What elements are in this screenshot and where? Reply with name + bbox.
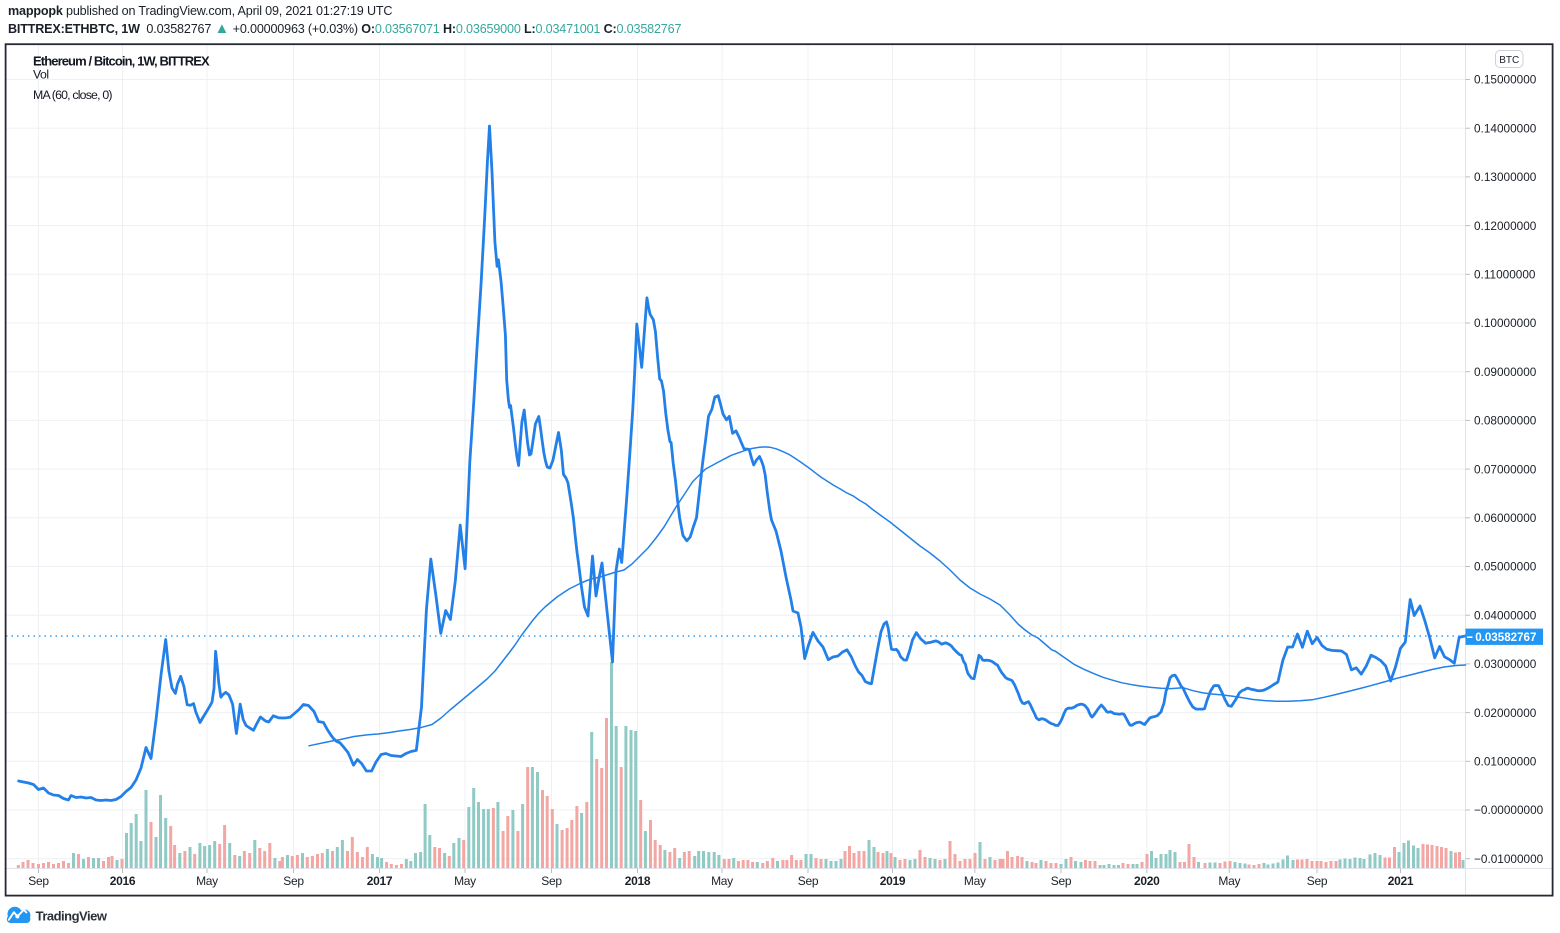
- svg-text:0.04000000: 0.04000000: [1474, 608, 1537, 622]
- svg-text:0.07000000: 0.07000000: [1474, 462, 1537, 476]
- svg-text:0.05000000: 0.05000000: [1474, 560, 1537, 574]
- svg-text:May: May: [454, 874, 476, 888]
- svg-text:2020: 2020: [1134, 874, 1160, 888]
- svg-text:0.02000000: 0.02000000: [1474, 706, 1537, 720]
- svg-text:Sep: Sep: [798, 874, 819, 888]
- svg-text:0.15000000: 0.15000000: [1474, 73, 1537, 87]
- svg-text:2019: 2019: [880, 874, 906, 888]
- svg-text:2021: 2021: [1388, 874, 1414, 888]
- svg-text:0.06000000: 0.06000000: [1474, 511, 1537, 525]
- svg-text:May: May: [196, 874, 218, 888]
- svg-text:0.11000000: 0.11000000: [1474, 268, 1536, 282]
- svg-text:2018: 2018: [625, 874, 651, 888]
- svg-text:0.13000000: 0.13000000: [1474, 170, 1537, 184]
- svg-text:2017: 2017: [367, 874, 393, 888]
- svg-text:May: May: [711, 874, 733, 888]
- svg-text:Ethereum / Bitcoin, 1W, BITTRE: Ethereum / Bitcoin, 1W, BITTREX: [33, 53, 210, 68]
- svg-text:0.09000000: 0.09000000: [1474, 365, 1537, 379]
- svg-text:0.01000000: 0.01000000: [1474, 755, 1537, 769]
- svg-text:0.08000000: 0.08000000: [1474, 414, 1537, 428]
- svg-text:TradingView: TradingView: [36, 908, 108, 923]
- svg-text:May: May: [1218, 874, 1240, 888]
- svg-text:−0.00000000: −0.00000000: [1474, 803, 1544, 817]
- svg-text:MA (60, close, 0): MA (60, close, 0): [33, 88, 112, 102]
- svg-text:Vol: Vol: [33, 68, 49, 82]
- svg-text:BTC: BTC: [1499, 55, 1519, 66]
- svg-text:0.10000000: 0.10000000: [1474, 316, 1537, 330]
- svg-text:0.03000000: 0.03000000: [1474, 657, 1537, 671]
- svg-text:2016: 2016: [110, 874, 136, 888]
- svg-text:Sep: Sep: [283, 874, 304, 888]
- svg-text:−0.01000000: −0.01000000: [1474, 852, 1544, 866]
- svg-text:Sep: Sep: [1051, 874, 1072, 888]
- svg-text:May: May: [964, 874, 986, 888]
- svg-text:Sep: Sep: [1307, 874, 1328, 888]
- svg-text:0.12000000: 0.12000000: [1474, 219, 1537, 233]
- svg-text:0.03582767: 0.03582767: [1475, 631, 1536, 644]
- svg-text:Sep: Sep: [541, 874, 562, 888]
- svg-text:Sep: Sep: [28, 874, 49, 888]
- svg-text:0.14000000: 0.14000000: [1474, 121, 1537, 135]
